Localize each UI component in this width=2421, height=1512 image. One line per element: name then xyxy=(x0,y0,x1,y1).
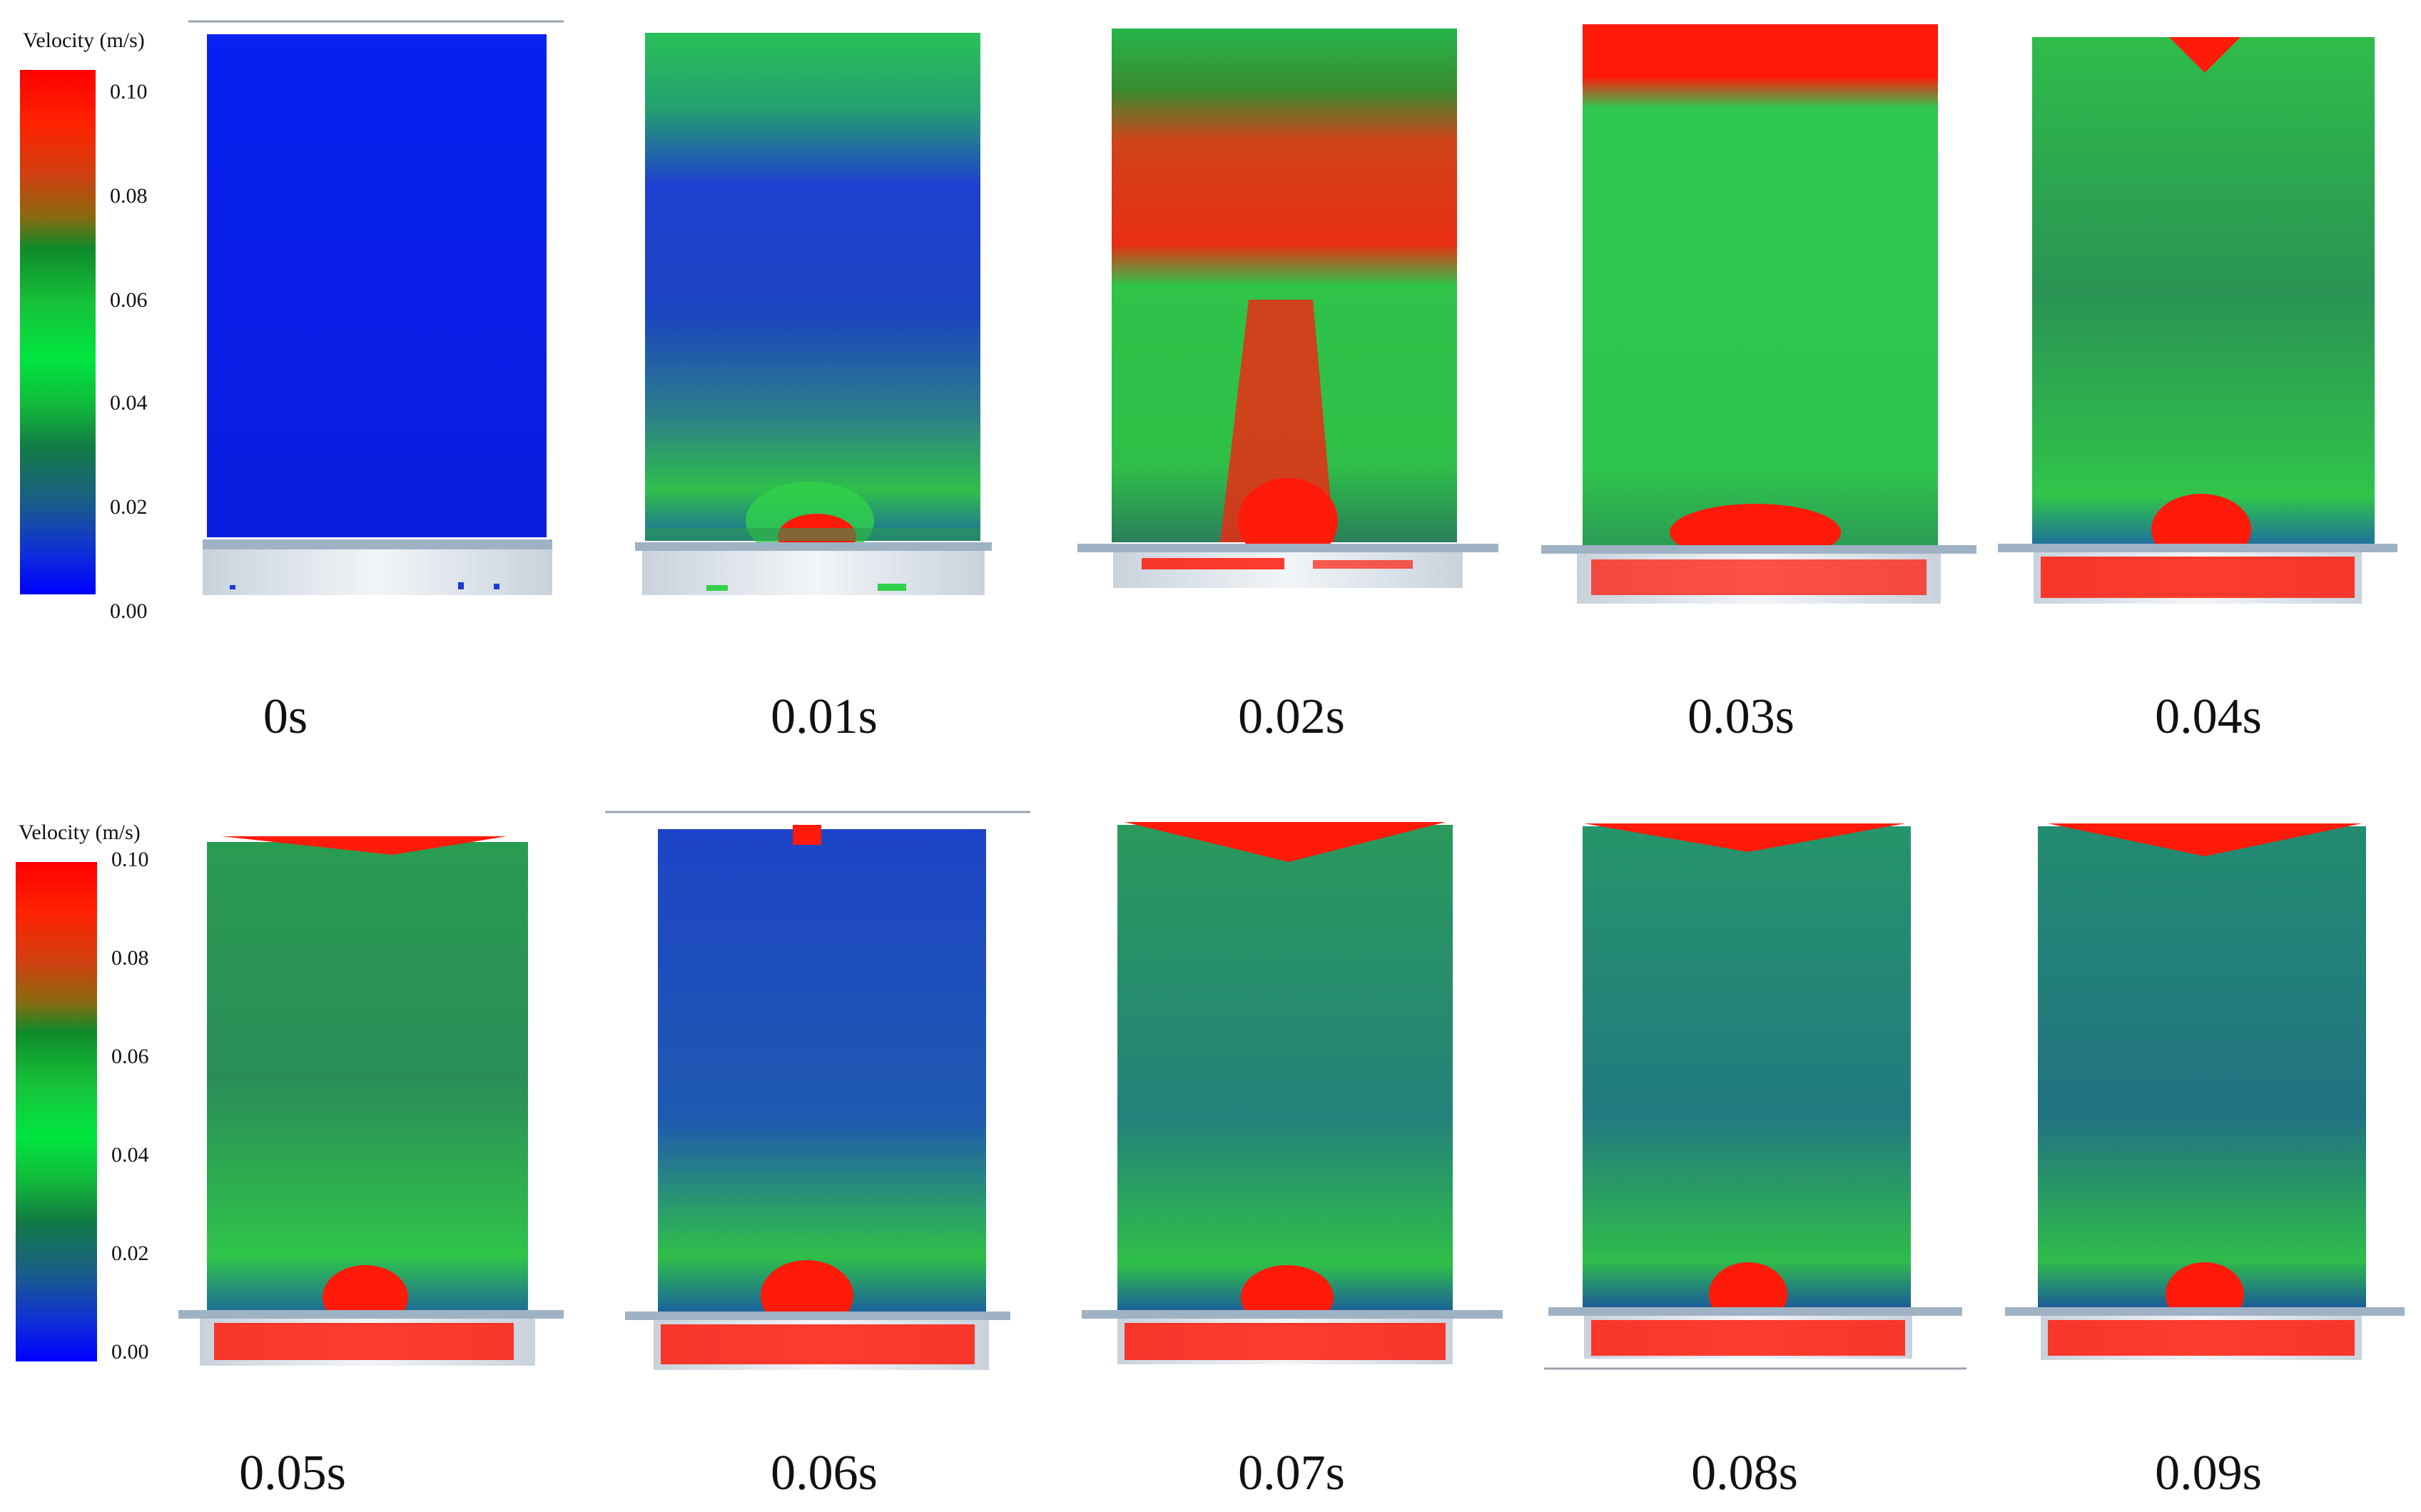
sim-panel-0-09s xyxy=(2005,821,2405,1370)
particle-bed-image xyxy=(635,33,992,595)
legend-tick-label: 0.04 xyxy=(110,391,148,415)
particle-bed-image xyxy=(1541,24,1976,604)
legend-tick-label: 0.00 xyxy=(110,599,148,623)
legend-tick-label: 0.02 xyxy=(110,495,148,519)
legend-title: Velocity (m/s) xyxy=(19,821,141,844)
legend-tick-label: 0.08 xyxy=(111,946,149,970)
panel-time-label: 0.09s xyxy=(2155,1446,2262,1501)
panel-time-label: 0.08s xyxy=(1691,1446,1798,1501)
particle-bed-image xyxy=(178,836,564,1366)
panel-time-label: 0.05s xyxy=(239,1446,346,1501)
sim-panel-0-06s xyxy=(604,811,1032,1374)
panel-time-label: 0.06s xyxy=(771,1446,878,1501)
velocity-legend-top: Velocity (m/s) 0.10 0.08 0.06 0.04 0.02 … xyxy=(20,29,191,622)
panel-time-label: 0.04s xyxy=(2155,689,2262,744)
sim-panel-0-07s xyxy=(1082,819,1503,1369)
panel-time-label: 0.03s xyxy=(1687,689,1795,744)
legend-tick-label: 0.06 xyxy=(110,288,148,312)
particle-bed-image xyxy=(1544,823,1966,1370)
legend-tick-label: 0.06 xyxy=(111,1045,149,1068)
particle-bed-image xyxy=(1077,29,1498,588)
sim-panel-0-03s xyxy=(1541,24,1976,609)
sim-panel-0-04s xyxy=(1998,30,2397,608)
panel-time-label: 0s xyxy=(263,689,308,744)
panel-time-label: 0.01s xyxy=(771,689,878,744)
panel-time-label: 0.07s xyxy=(1238,1446,1345,1501)
particle-bed-image xyxy=(1998,37,2397,604)
sim-panel-0-08s xyxy=(1541,821,1969,1370)
legend-tick-label: 0.10 xyxy=(111,848,149,871)
sim-panel-0s xyxy=(187,20,565,605)
sim-panel-0-05s xyxy=(178,833,564,1369)
legend-tick-label: 0.04 xyxy=(111,1143,149,1167)
legend-tick-label: 0.00 xyxy=(111,1340,149,1364)
particle-bed-image xyxy=(188,20,564,595)
sim-panel-0-02s xyxy=(1077,29,1498,592)
velocity-legend-bottom: Velocity (m/s) 0.10 0.08 0.06 0.04 0.02 … xyxy=(16,821,187,1377)
legend-tick-label: 0.08 xyxy=(110,184,148,208)
legend-colorbar xyxy=(20,70,96,594)
legend-tick-label: 0.10 xyxy=(110,80,148,103)
particle-bed-image xyxy=(605,811,1030,1370)
legend-title: Velocity (m/s) xyxy=(23,29,145,52)
particle-bed-image xyxy=(2005,823,2405,1360)
legend-tick-label: 0.02 xyxy=(111,1242,149,1265)
panel-time-label: 0.02s xyxy=(1238,689,1345,744)
sim-panel-0-01s xyxy=(635,29,999,607)
legend-colorbar xyxy=(16,862,97,1361)
particle-bed-image xyxy=(1082,822,1503,1364)
